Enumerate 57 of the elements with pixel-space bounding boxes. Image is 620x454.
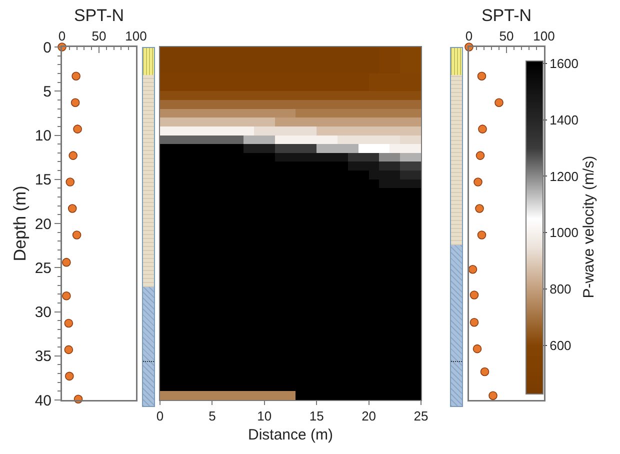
point <box>72 230 82 240</box>
y-axis-title: Depth (m) <box>10 186 30 262</box>
point <box>472 344 482 354</box>
y-tick-label: 40 <box>34 392 52 410</box>
x-tick-label: 0 <box>58 28 66 44</box>
color-bar-label: 1200 <box>550 168 579 184</box>
color-bar-title: P-wave velocity (m/s) <box>580 156 598 298</box>
color-bar-label: 1600 <box>550 56 579 71</box>
point <box>494 98 504 107</box>
y-tick-label: 0 <box>43 39 52 56</box>
x-tick-label: 50 <box>92 28 106 44</box>
x-tick-label: 100 <box>125 28 147 44</box>
point <box>70 98 80 107</box>
point <box>66 178 75 186</box>
point <box>62 291 71 300</box>
color-bar-label: 1400 <box>550 112 579 128</box>
x-tick-label: 20 <box>362 408 376 424</box>
point <box>474 178 482 186</box>
x-tick-label: 0 <box>465 28 473 44</box>
x-tick-label: 50 <box>499 28 514 44</box>
x-tick-label: 100 <box>533 28 555 44</box>
x-axis-title: SPT-N <box>74 6 124 26</box>
point <box>470 290 479 300</box>
color-bar-label: 1000 <box>550 225 579 240</box>
point <box>476 151 485 160</box>
x-axis-title: SPT-N <box>481 6 532 26</box>
point <box>477 72 486 81</box>
x-tick-label: 0 <box>156 408 164 424</box>
point <box>477 230 486 240</box>
point <box>488 391 498 400</box>
x-tick-label: 15 <box>309 408 324 424</box>
point <box>72 72 80 81</box>
point <box>73 124 82 134</box>
y-tick-label: 15 <box>34 172 52 189</box>
x-tick-label: 10 <box>257 408 272 424</box>
point <box>480 367 490 376</box>
point <box>468 264 478 274</box>
y-tick-label: 10 <box>34 128 52 144</box>
x-tick-label: 5 <box>208 408 216 424</box>
point <box>64 318 74 328</box>
y-tick-label: 35 <box>34 348 52 366</box>
y-tick-label: 30 <box>34 304 52 321</box>
x-axis-title: Distance (m) <box>248 426 334 444</box>
color-bar-label: 600 <box>550 338 572 354</box>
y-tick-label: 5 <box>43 83 52 100</box>
point <box>470 318 479 327</box>
x-tick-label: 25 <box>414 408 428 424</box>
point <box>62 258 71 267</box>
point <box>65 372 74 381</box>
y-tick-label: 25 <box>34 260 52 277</box>
point <box>64 345 74 354</box>
point <box>475 204 484 213</box>
y-tick-label: 20 <box>34 216 52 233</box>
color-bar-label: 800 <box>550 282 572 297</box>
point <box>478 124 487 134</box>
point <box>68 151 78 160</box>
point <box>68 204 77 213</box>
